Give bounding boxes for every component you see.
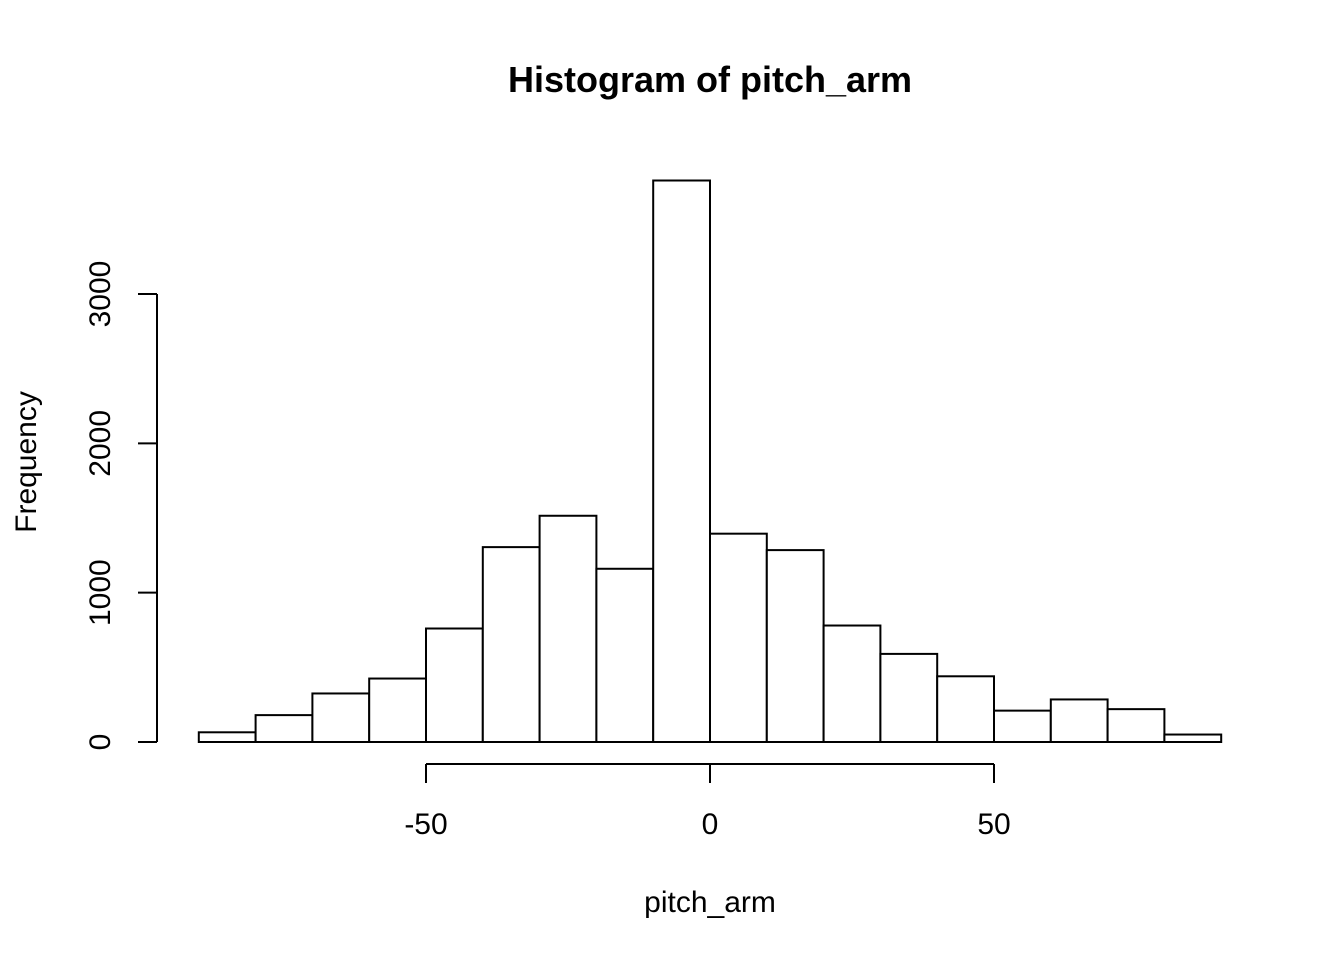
- y-axis-label: Frequency: [10, 391, 43, 533]
- histogram-bar: [425, 627, 484, 743]
- y-tick-label: 0: [84, 734, 117, 751]
- histogram-bar: [1049, 698, 1109, 744]
- histogram-bar: [822, 624, 882, 744]
- histogram-bar: [311, 692, 371, 744]
- histogram-bar: [538, 514, 598, 744]
- histogram-bar: [993, 709, 1052, 744]
- x-axis: -50 0 50: [404, 763, 1011, 841]
- x-axis-label: pitch_arm: [644, 886, 776, 919]
- x-tick-label: 0: [702, 808, 719, 841]
- histogram-bar: [197, 731, 257, 744]
- histogram-bar: [879, 652, 939, 743]
- bars-group: [197, 179, 1223, 744]
- histogram-bar: [1163, 733, 1223, 743]
- histogram-bar: [368, 677, 428, 743]
- histogram-bar: [595, 567, 655, 743]
- x-tick-label: 50: [977, 808, 1010, 841]
- histogram-bar: [1106, 708, 1166, 743]
- histogram-bar: [481, 546, 541, 743]
- x-tick-label: -50: [404, 808, 447, 841]
- histogram-bar: [765, 549, 825, 744]
- y-tick-label: 1000: [84, 559, 117, 626]
- histogram-bar: [254, 714, 314, 743]
- y-tick-label: 3000: [84, 261, 117, 328]
- y-axis: 0 1000 2000 3000: [84, 261, 158, 751]
- y-tick-label: 2000: [84, 410, 117, 477]
- histogram-bar: [709, 532, 768, 743]
- histogram-bar: [936, 675, 996, 743]
- chart-title: Histogram of pitch_arm: [508, 59, 912, 100]
- histogram-bar: [652, 179, 712, 744]
